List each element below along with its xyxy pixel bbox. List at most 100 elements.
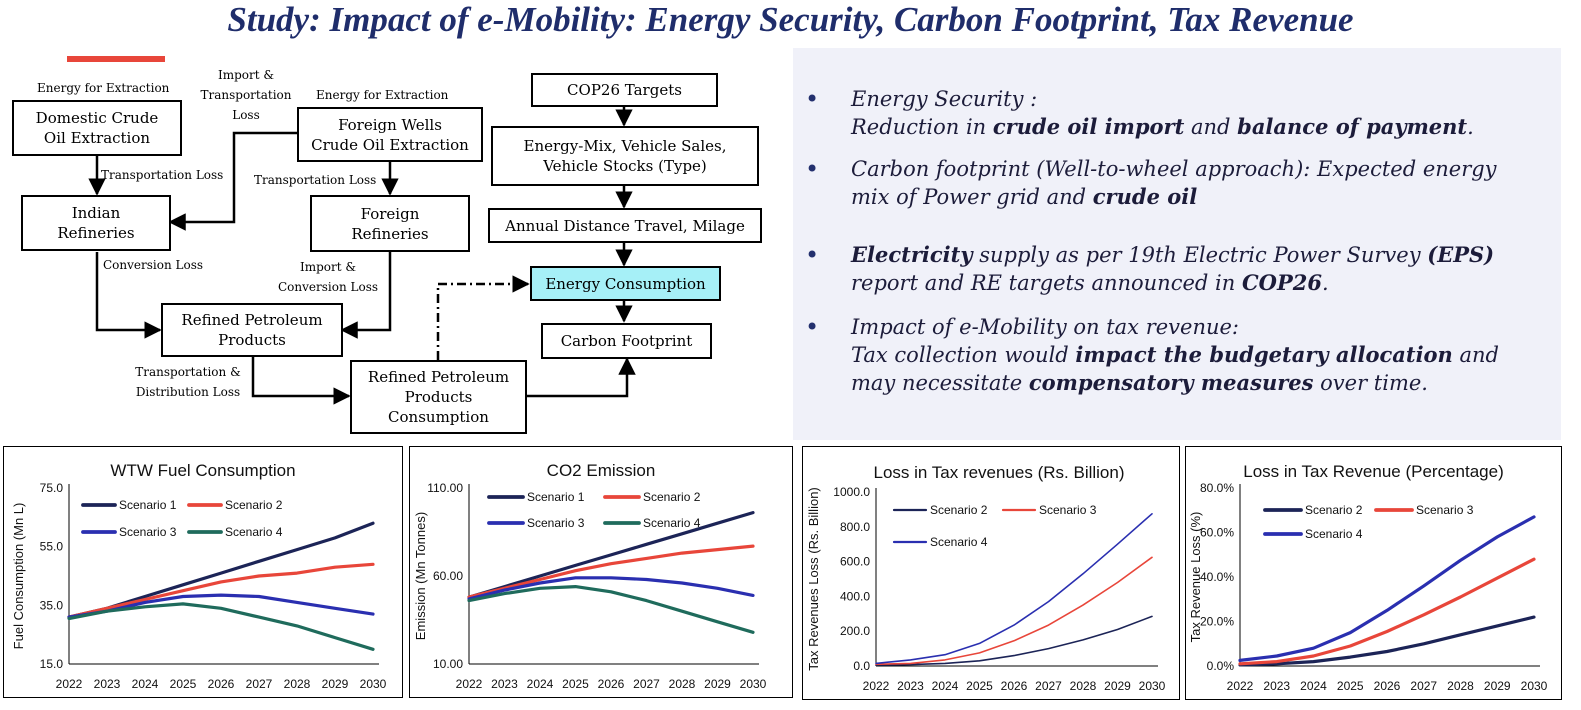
label-transport-distribution: Transportation & Distribution Loss	[135, 365, 241, 399]
bullet-bold-text: impact the budgetary allocation	[1075, 342, 1453, 367]
x-tick-label: 2030	[1139, 679, 1166, 693]
chart-frame	[802, 446, 1180, 700]
x-tick-label: 2025	[170, 677, 197, 691]
x-tick-label: 2022	[863, 679, 890, 693]
y-tick-label: 10.00	[433, 657, 463, 671]
label-transport-loss-1: Transportation Loss	[101, 168, 224, 182]
box-refined-consumption: Refined Petroleum Products Consumption	[350, 360, 527, 434]
x-tick-label: 2027	[633, 677, 660, 691]
x-tick-label: 2026	[208, 677, 235, 691]
bullet-bold-text: balance of payment	[1237, 114, 1468, 139]
bullet-text: Energy Security :	[851, 87, 1038, 111]
y-tick-label: 800.0	[840, 520, 870, 534]
label-import-conversion: Import & Conversion Loss	[277, 260, 379, 294]
x-tick-label: 2026	[1374, 679, 1401, 693]
chart-tax-loss-percent: Loss in Tax Revenue (Percentage) 0.0% 20.0…	[1185, 446, 1562, 700]
x-tick-label: 2022	[456, 677, 483, 691]
chart-tax-loss-billion: Loss in Tax revenues (Rs. Billion) 0.0 200…	[802, 446, 1180, 700]
y-tick-label: 200.0	[840, 624, 870, 638]
x-tick-label: 2029	[1104, 679, 1131, 693]
x-tick-label: 2025	[1337, 679, 1364, 693]
bullet-bold-text: crude oil	[1092, 184, 1198, 209]
chart-fuel-consumption: WTW Fuel Consumption 15.0 35.0 55.0 75.0 2022…	[3, 446, 403, 698]
chart-svg: Loss in Tax revenues (Rs. Billion) 0.0 200…	[802, 446, 1180, 700]
y-tick-label: 35.0	[40, 598, 64, 612]
x-tick-label: 2022	[56, 677, 83, 691]
bullet-line: Energy Security :	[851, 85, 1551, 113]
chart-title: CO2 Emission	[547, 461, 656, 480]
arrow-consumption-to-carbon	[527, 357, 636, 398]
chart-title: Loss in Tax revenues (Rs. Billion)	[873, 463, 1124, 482]
bullet-text: Reduction in	[851, 115, 993, 139]
y-tick-label: 80.0%	[1200, 481, 1234, 495]
label-energy-extraction-1: Energy for Extraction	[37, 81, 170, 95]
bullet-text: mix of Power grid and	[851, 185, 1093, 209]
chart-frame	[3, 446, 403, 698]
y-tick-label: 1000.0	[833, 485, 870, 499]
bullet-text: Tax collection would	[851, 343, 1076, 367]
bullet-text: and	[1452, 343, 1500, 367]
x-tick-label: 2024	[1300, 679, 1327, 693]
y-tick-label: 20.0%	[1200, 615, 1234, 629]
bullet-text: .	[1321, 271, 1329, 295]
x-tick-label: 2028	[284, 677, 311, 691]
bullet-line: Tax collection would impact the budgetar…	[851, 341, 1551, 369]
chart-frame	[1185, 446, 1562, 700]
bullet-line: Reduction in crude oil import and balanc…	[851, 113, 1551, 141]
legend-label: Scenario 3	[119, 525, 177, 539]
x-tick-label: 2025	[966, 679, 993, 693]
box-annual-distance: Annual Distance Travel, Milage	[488, 208, 762, 243]
x-tick-label: 2024	[132, 677, 159, 691]
bullet-energy-security: Energy Security :Reduction in crude oil …	[805, 85, 1551, 141]
y-tick-label: 55.0	[40, 540, 64, 554]
label-transport-loss-2: Transportation Loss	[254, 173, 377, 187]
x-tick-label: 2024	[527, 677, 554, 691]
y-tick-label: 40.0%	[1200, 570, 1234, 584]
x-tick-label: 2030	[740, 677, 767, 691]
bullet-bold-text: COP26	[1241, 270, 1322, 295]
chart-frame	[409, 446, 793, 698]
bullet-text: Carbon footprint (Well-to-wheel approach…	[851, 157, 1497, 181]
chart-title: Loss in Tax Revenue (Percentage)	[1243, 462, 1504, 481]
box-foreign-wells: Foreign Wells Crude Oil Extraction	[297, 107, 483, 162]
arrow-foreign-ref-to-refined	[340, 252, 392, 339]
bullet-text: may necessitate	[851, 371, 1029, 395]
x-tick-label: 2029	[704, 677, 731, 691]
legend-label: Scenario 1	[119, 498, 177, 512]
legend-label: Scenario 3	[527, 516, 585, 530]
x-tick-label: 2023	[94, 677, 121, 691]
chart-co2-emission: CO2 Emission 10.00 60.00 110.00 2022 2023 2024…	[409, 446, 793, 698]
y-tick-label: 60.0%	[1200, 526, 1234, 540]
box-cop26: COP26 Targets	[531, 73, 718, 107]
y-tick-label: 110.00	[427, 481, 463, 495]
chart-svg: Loss in Tax Revenue (Percentage) 0.0% 20.0…	[1185, 446, 1562, 700]
x-tick-label: 2029	[1484, 679, 1511, 693]
bullet-tax-revenue: Impact of e-Mobility on tax revenue:Tax …	[805, 313, 1551, 397]
bullet-text: and	[1184, 115, 1238, 139]
y-axis-label: Tax Revenue Loss (%)	[1188, 512, 1203, 643]
page-title: Study: Impact of e-Mobility: Energy Secu…	[227, 0, 1354, 39]
bullet-line: Carbon footprint (Well-to-wheel approach…	[851, 155, 1551, 183]
arrow-consumption-to-energy	[436, 275, 530, 360]
y-tick-label: 15.0	[40, 657, 64, 671]
box-energy-consumption: Energy Consumption	[530, 266, 721, 301]
legend-label: Scenario 3	[1416, 503, 1474, 517]
bullet-bold-text: compensatory measures	[1028, 370, 1314, 395]
bullet-text: Impact of e-Mobility on tax revenue:	[851, 315, 1240, 339]
arrow-refined-to-consumption	[251, 357, 351, 405]
legend-label: Scenario 4	[930, 535, 988, 549]
legend-label: Scenario 2	[225, 498, 283, 512]
bullet-line: Impact of e-Mobility on tax revenue:	[851, 313, 1551, 341]
bullet-bold-text: (EPS)	[1427, 242, 1495, 267]
x-tick-label: 2023	[1263, 679, 1290, 693]
legend-label: Scenario 4	[643, 516, 701, 530]
box-energy-mix: Energy-Mix, Vehicle Sales, Vehicle Stock…	[491, 126, 759, 186]
label-conversion-loss: Conversion Loss	[103, 258, 204, 272]
bullet-bold-text: crude oil import	[992, 114, 1185, 139]
findings-panel: Energy Security :Reduction in crude oil …	[793, 48, 1561, 440]
chart-svg: CO2 Emission 10.00 60.00 110.00 2022 2023 2024…	[409, 446, 793, 698]
box-indian-refineries: Indian Refineries	[21, 195, 171, 251]
box-refined-products: Refined Petroleum Products	[161, 303, 343, 357]
y-tick-label: 0.0	[853, 659, 870, 673]
y-tick-label: 60.00	[433, 569, 463, 583]
